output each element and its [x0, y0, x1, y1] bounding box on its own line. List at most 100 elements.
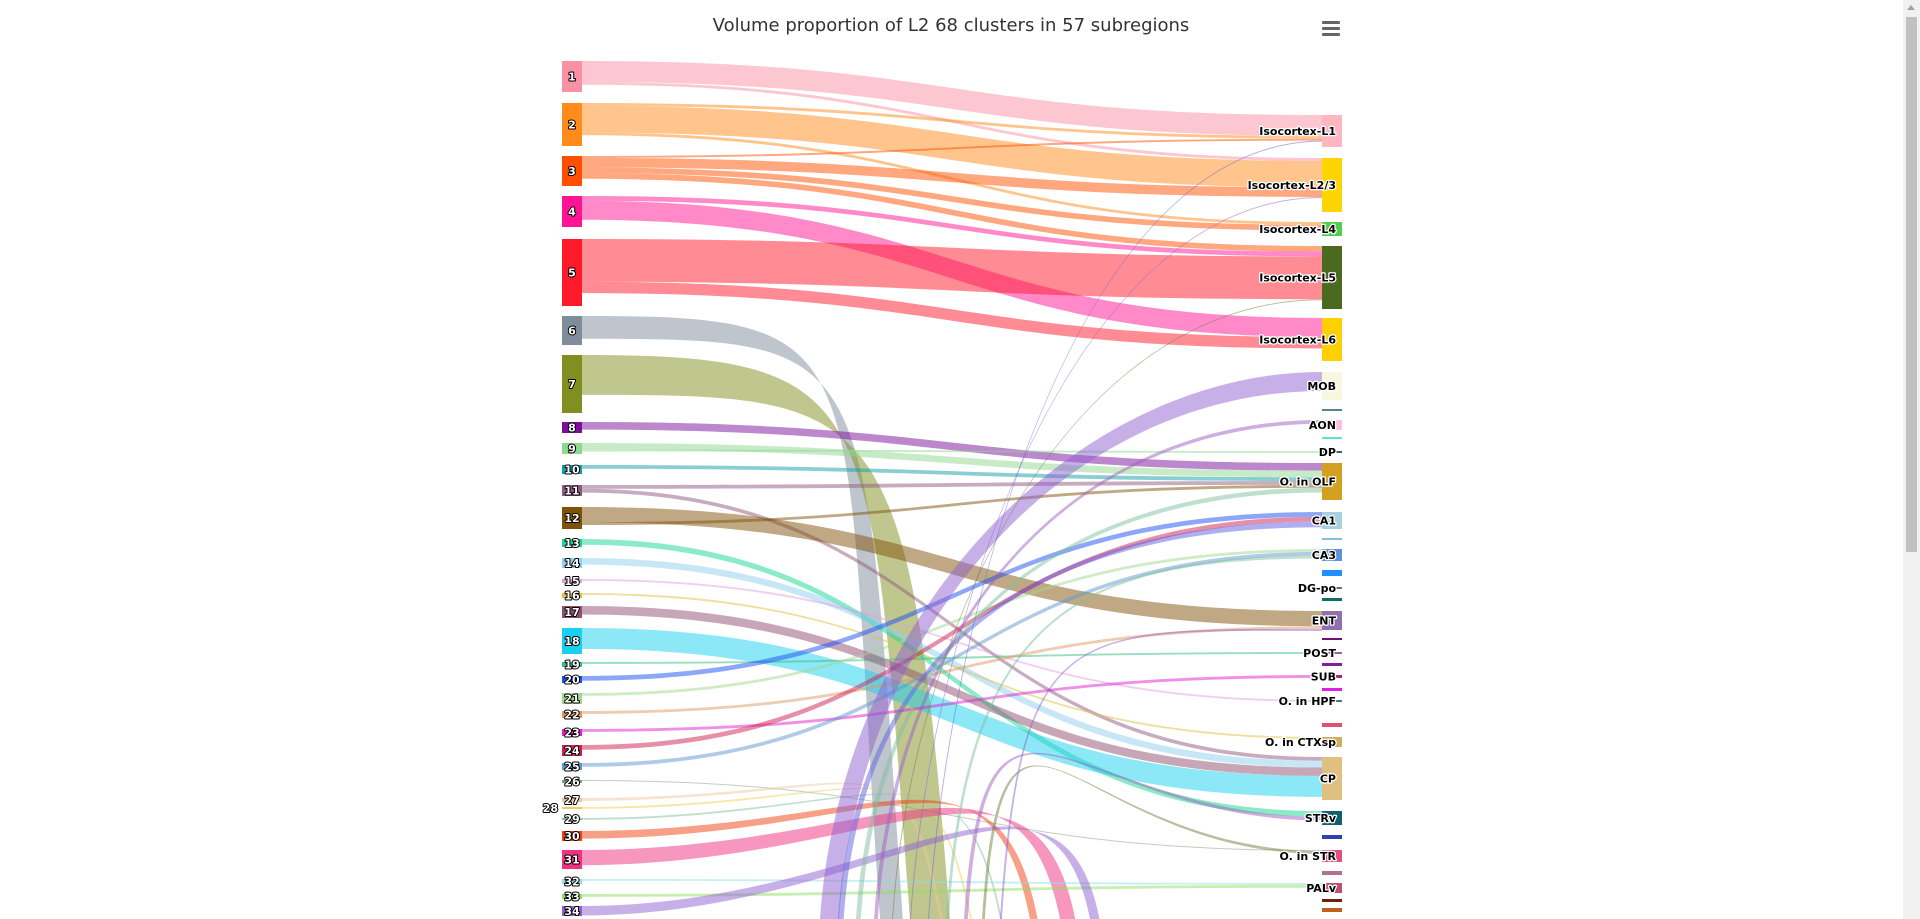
target-node[interactable] — [1322, 638, 1342, 640]
target-node[interactable] — [1322, 871, 1342, 875]
target-node[interactable] — [1322, 850, 1342, 862]
sankey-link[interactable] — [582, 549, 1322, 696]
source-node[interactable] — [562, 593, 582, 598]
sankey-link[interactable] — [582, 507, 1322, 627]
target-node[interactable] — [1322, 835, 1342, 839]
sankey-link[interactable] — [582, 196, 1322, 257]
target-node[interactable] — [1322, 663, 1342, 666]
sankey-link[interactable] — [582, 516, 1322, 750]
target-node[interactable] — [1322, 587, 1342, 589]
target-node[interactable] — [1322, 611, 1342, 630]
target-node[interactable] — [1322, 538, 1342, 540]
source-node[interactable] — [562, 763, 582, 770]
source-node[interactable] — [562, 906, 582, 916]
sankey-link[interactable] — [582, 551, 1322, 767]
target-node[interactable] — [1322, 700, 1342, 702]
source-node[interactable] — [562, 879, 582, 884]
target-node[interactable] — [1322, 115, 1342, 147]
sankey-link[interactable] — [582, 465, 1322, 482]
target-node[interactable] — [1322, 549, 1342, 561]
target-node[interactable] — [1322, 512, 1342, 529]
source-node[interactable] — [562, 729, 582, 736]
target-node[interactable] — [1322, 451, 1342, 453]
sankey-link[interactable] — [582, 449, 1322, 453]
sankey-link[interactable] — [582, 488, 1322, 761]
sankey-link[interactable] — [582, 422, 1322, 471]
source-node[interactable] — [562, 780, 582, 783]
target-node[interactable] — [1322, 598, 1342, 601]
source-node[interactable] — [562, 662, 582, 667]
target-node[interactable] — [1322, 899, 1342, 902]
sankey-link[interactable] — [582, 606, 1322, 776]
target-node[interactable] — [1322, 675, 1342, 678]
vertical-scrollbar[interactable] — [1903, 0, 1920, 919]
sankey-link[interactable] — [582, 593, 1322, 739]
source-node[interactable] — [562, 850, 582, 869]
sankey-link[interactable] — [582, 103, 1322, 139]
target-node[interactable] — [1322, 688, 1342, 691]
target-node[interactable] — [1322, 158, 1342, 212]
target-node[interactable] — [1322, 463, 1342, 500]
target-node[interactable] — [1322, 409, 1342, 411]
source-node[interactable] — [562, 316, 582, 345]
source-node[interactable] — [562, 485, 582, 496]
source-node[interactable] — [562, 831, 582, 841]
sankey-link[interactable] — [582, 281, 1322, 349]
sankey-link[interactable] — [582, 167, 1322, 231]
source-node[interactable] — [562, 558, 582, 568]
source-node[interactable] — [562, 103, 582, 146]
source-node[interactable] — [562, 196, 582, 227]
target-node[interactable] — [1322, 372, 1342, 400]
source-node[interactable] — [562, 807, 582, 809]
source-node[interactable] — [562, 606, 582, 618]
target-node[interactable] — [1322, 811, 1342, 825]
sankey-link[interactable] — [582, 355, 950, 919]
sankey-link[interactable] — [582, 675, 1322, 732]
sankey-link[interactable] — [582, 105, 1322, 188]
source-node[interactable] — [562, 422, 582, 433]
sankey-link[interactable] — [582, 799, 1038, 919]
source-node[interactable] — [562, 818, 582, 820]
sankey-link[interactable] — [582, 484, 1322, 526]
target-node[interactable] — [1322, 723, 1342, 727]
source-node[interactable] — [562, 156, 582, 186]
target-node[interactable] — [1322, 437, 1342, 439]
source-node[interactable] — [562, 579, 582, 583]
sankey-link[interactable] — [582, 481, 1322, 489]
scrollbar-thumb[interactable] — [1906, 17, 1917, 552]
target-node[interactable] — [1322, 757, 1342, 800]
source-node[interactable] — [562, 239, 582, 306]
sankey-link[interactable] — [582, 138, 1322, 158]
sankey-link[interactable] — [582, 61, 1322, 136]
sankey-link[interactable] — [582, 628, 1322, 797]
sankey-link[interactable] — [582, 780, 1322, 851]
source-node[interactable] — [562, 443, 582, 454]
target-node[interactable] — [1322, 222, 1342, 236]
source-node[interactable] — [562, 628, 582, 654]
source-node[interactable] — [562, 465, 582, 474]
sankey-link[interactable] — [582, 884, 1322, 897]
target-node[interactable] — [1322, 318, 1342, 361]
sankey-link[interactable] — [582, 826, 1100, 919]
source-node[interactable] — [562, 507, 582, 529]
source-node[interactable] — [562, 711, 582, 718]
sankey-link[interactable] — [582, 539, 1322, 817]
source-node[interactable] — [562, 798, 582, 802]
target-node[interactable] — [1322, 570, 1342, 576]
sankey-link[interactable] — [582, 239, 1322, 300]
sankey-link[interactable] — [582, 157, 1322, 197]
sankey-link[interactable] — [964, 752, 1322, 919]
target-node[interactable] — [1322, 908, 1342, 912]
source-node[interactable] — [562, 539, 582, 547]
target-node[interactable] — [1322, 883, 1342, 893]
sankey-link[interactable] — [582, 879, 1322, 885]
scroll-up-arrow-icon[interactable] — [1907, 5, 1915, 10]
target-node[interactable] — [1322, 652, 1342, 654]
sankey-link[interactable] — [582, 579, 1322, 702]
sankey-link[interactable] — [582, 626, 1322, 714]
sankey-link[interactable] — [582, 173, 1322, 252]
source-node[interactable] — [562, 61, 582, 92]
source-node[interactable] — [562, 355, 582, 413]
hamburger-menu-icon[interactable] — [1322, 21, 1340, 36]
target-node[interactable] — [1322, 246, 1342, 309]
